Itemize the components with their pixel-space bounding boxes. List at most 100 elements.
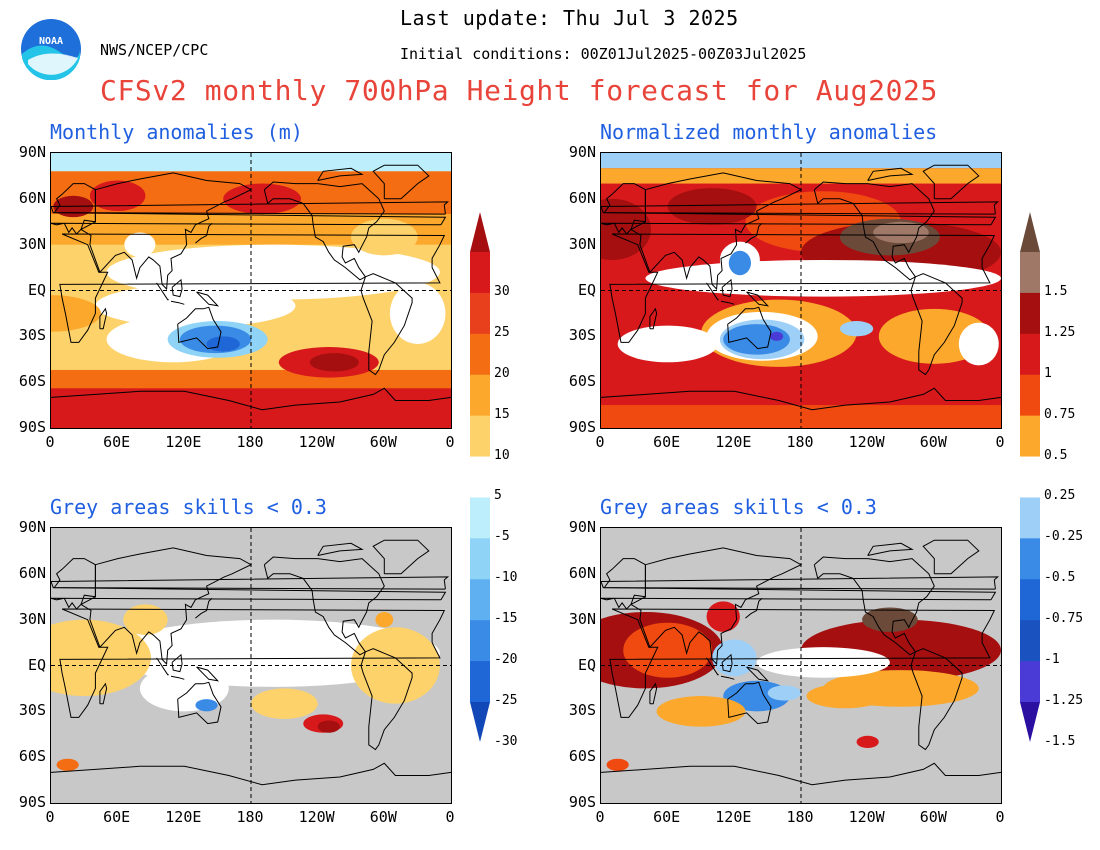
anomaly-region [251,688,318,719]
colorbar-tick-label: -0.25 [1044,529,1084,545]
colorbar-segment [1020,292,1040,335]
anomaly-region [89,180,146,212]
colorbar-tick-label: 10 [494,447,510,463]
colorbar-tick-label: 1.25 [1044,324,1076,340]
colorbar-arrow-bottom [1020,702,1040,742]
lat-label: 90S [18,418,46,436]
colorbar-segment [1020,497,1040,539]
coastline [910,648,963,751]
coastline [745,222,763,244]
lat-label: 90N [18,518,46,536]
coastline [609,608,996,718]
anomaly-region [769,331,784,341]
lon-label: 0 [995,808,1005,826]
colorbar-segment [1020,333,1040,376]
anomaly-region [195,699,218,712]
lat-label: 90S [568,418,596,436]
lon-label: 0 [445,808,455,826]
lat-label: 60N [568,188,596,207]
anomaly-region [606,758,629,771]
colorbar-arrow-top [1020,212,1040,252]
anomaly-region [856,735,879,748]
coastline [317,542,364,556]
coastline [360,648,413,751]
anomaly-region [124,232,156,257]
coastline [177,681,222,725]
lat-label: 60S [18,372,46,391]
colorbar-tick-label: 30 [494,283,510,299]
coastline [263,556,385,656]
logo-text: NOAA [39,36,63,47]
panel-title-tr: Normalized monthly anomalies [600,120,938,144]
coastline [170,675,185,680]
noaa-logo: NOAA [20,18,82,81]
coastline [706,282,719,301]
anomaly-band [601,405,1001,428]
colorbar-tick-label: 20 [494,365,510,381]
colorbar-segment [470,252,490,294]
map-panel-skill-masked-anomalies [50,527,452,804]
coastline [263,181,385,281]
coastline [706,657,719,676]
lat-label: 60S [568,747,596,766]
coastline [171,278,183,298]
coastline [867,167,914,181]
anomaly-region [617,325,718,363]
colorbar-segment [1020,415,1040,458]
coastline [317,167,364,181]
lon-label: 120W [848,433,885,451]
colorbar-segment [470,292,490,335]
colorbar-tick-label: -15 [494,611,518,627]
coastline [910,273,963,376]
lat-label: 30S [568,326,596,345]
coastline [195,597,213,619]
anomaly-region [723,324,790,355]
lat-label: 60S [568,372,596,391]
anomaly-region [756,647,890,678]
colorbar-tick-label: 5 [494,488,502,504]
panel-title-tl: Monthly anomalies (m) [50,120,303,144]
coastline [196,666,220,682]
lon-label: 60E [103,808,131,826]
map-panel-skill-masked-normalized [600,527,1002,804]
anomaly-region [862,607,918,632]
last-update: Last update: Thu Jul 3 2025 [400,6,739,30]
lon-label: 120W [298,433,335,451]
colorbar-segment [1020,252,1040,294]
lon-label: 0 [45,433,55,451]
coastline [720,675,735,680]
coastline [59,608,446,718]
colorbar-tick-label: -10 [494,570,518,586]
lat-label: 60N [568,563,596,582]
main-title: CFSv2 monthly 700hPa Height forecast for… [100,74,938,107]
lat-label: EQ [27,655,46,674]
colorbar-tick-label: -1.5 [1044,733,1076,749]
coastline [721,278,733,298]
anomaly-region [806,683,885,709]
anomaly-region [206,336,240,352]
coastline [745,597,763,619]
coastline [609,233,996,343]
lon-label: 120W [848,808,885,826]
colorbar-tick-label: -30 [494,733,518,749]
lon-label: 60W [369,433,397,451]
lon-label: 180 [786,808,814,826]
coastline [649,307,658,330]
colorbar-tick-label: -1.25 [1044,693,1084,708]
coastline [51,576,450,590]
lon-label: 60E [103,433,131,451]
lat-label: EQ [577,655,596,674]
anomaly-region [389,282,446,344]
colorbar-segment [470,497,490,539]
lon-label: 0 [445,433,455,451]
coastline [51,387,451,411]
anomaly-region [601,198,651,260]
lon-label: 60W [919,433,947,451]
anomaly-region [839,321,874,337]
coastline [372,539,430,575]
lat-label: EQ [27,280,46,299]
lat-label: 90S [568,793,596,811]
lon-label: 60W [369,808,397,826]
coastline [195,222,213,244]
lat-label: 60N [18,563,46,582]
